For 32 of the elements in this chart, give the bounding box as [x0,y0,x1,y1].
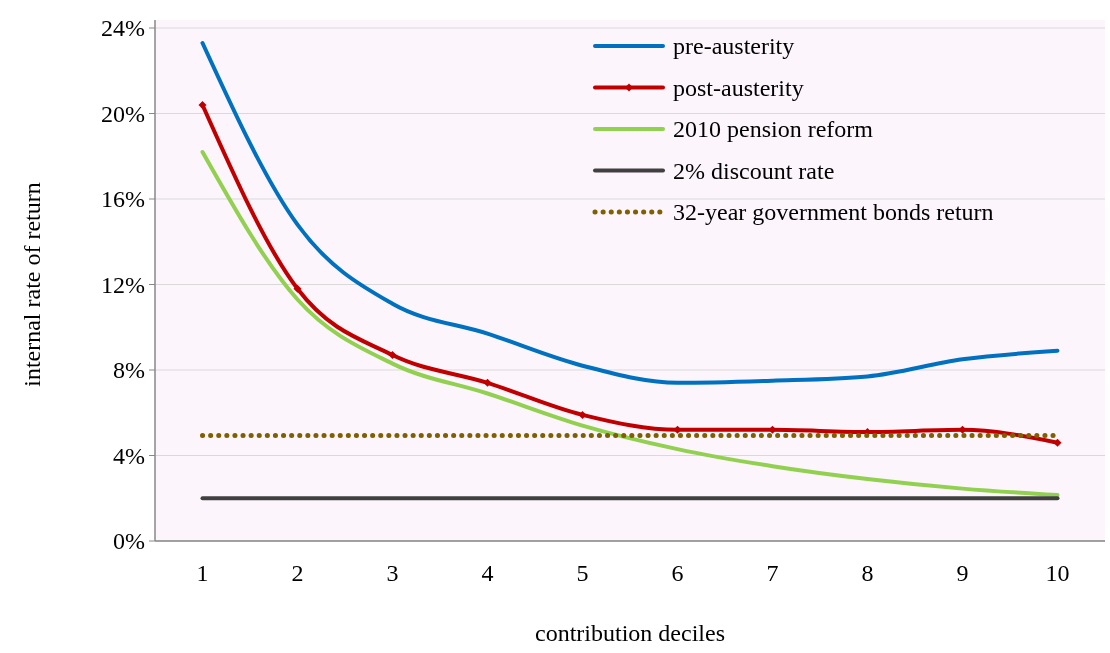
legend-label: 2% discount rate [673,157,835,184]
line-series [200,149,1060,498]
point [1053,438,1062,447]
x-tick-label: 9 [956,560,969,586]
x-tick-label: 4 [481,560,494,586]
point [388,351,397,360]
y-tick-label: 20% [101,100,145,127]
x-tick-label: 7 [766,560,779,586]
x-axis-title: contribution deciles [535,620,725,646]
x-tick-label: 6 [671,560,684,586]
x-tick-label: 2 [291,560,304,586]
legend-label: pre-austerity [673,33,795,60]
line-series [200,40,1060,385]
x-tick-label: 1 [196,560,209,586]
legend-label: 2010 pension reform [673,116,874,143]
y-tick-label: 4% [113,442,145,469]
y-tick-label: 8% [113,357,145,384]
y-tick-label: 16% [101,186,145,213]
point [578,410,587,419]
y-tick-label: 0% [113,528,145,555]
x-tick-label: 10 [1045,560,1070,586]
y-axis-title: internal rate of return [19,182,45,387]
x-tick-label: 5 [576,560,589,586]
x-tick-label: 8 [861,560,874,586]
legend-label: 32-year government bonds return [673,199,994,226]
x-tick-label: 3 [386,560,399,586]
point [198,100,207,109]
legend-label: post-austerity [673,74,804,101]
y-tick-label: 24% [101,15,145,42]
y-tick-label: 12% [101,271,145,298]
point [483,378,492,387]
point [293,284,302,293]
